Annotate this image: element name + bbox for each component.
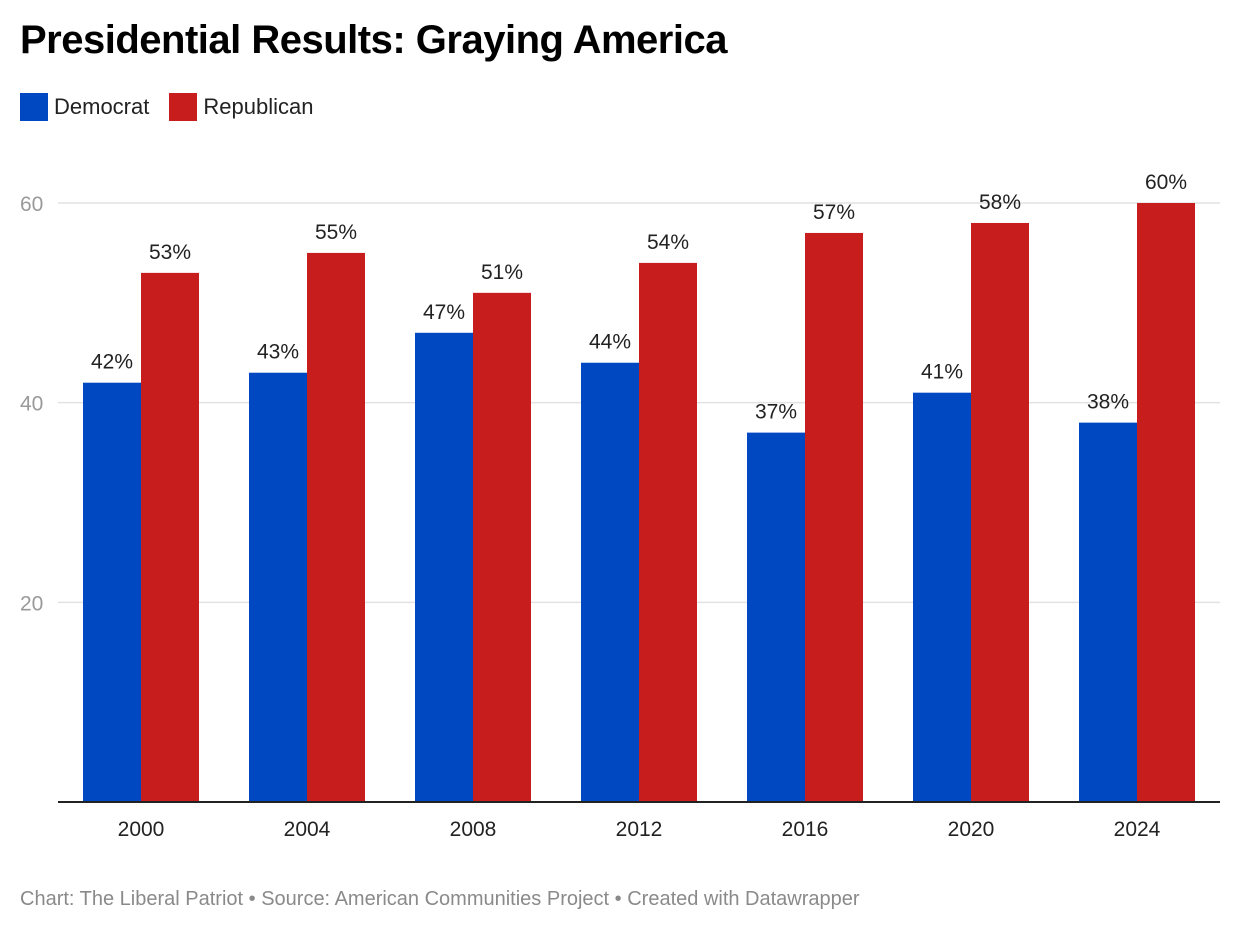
data-label-democrat-2024: 38% bbox=[1087, 391, 1129, 414]
chart-title: Presidential Results: Graying America bbox=[20, 18, 727, 62]
bar-republican-2020 bbox=[971, 222, 1029, 802]
data-label-republican-2012: 54% bbox=[647, 231, 689, 254]
data-label-democrat-2016: 37% bbox=[755, 401, 797, 424]
x-tick-label: 2016 bbox=[782, 818, 829, 841]
footer-credit: Chart: The Liberal Patriot • Source: Ame… bbox=[20, 888, 860, 910]
data-label-democrat-2004: 43% bbox=[257, 341, 299, 364]
x-axis-ticks: 2000 2004 2008 2012 2016 2020 2024 bbox=[118, 818, 1161, 841]
x-tick-label: 2020 bbox=[948, 818, 995, 841]
y-tick-label: 20 bbox=[20, 592, 43, 615]
chart-legend: Democrat Republican bbox=[20, 93, 333, 121]
data-labels: 42% 53% 43% 55% 47% 51% 44% 54% 37% 57% 41% 58% 38% 6… bbox=[91, 171, 1187, 424]
legend-item-republican: Republican bbox=[169, 93, 313, 121]
data-label-democrat-2000: 42% bbox=[91, 351, 133, 374]
bar-democrat-2016 bbox=[747, 432, 805, 802]
x-tick-label: 2012 bbox=[616, 818, 663, 841]
x-tick-label: 2004 bbox=[284, 818, 331, 841]
bar-republican-2024 bbox=[1137, 203, 1195, 802]
bar-republican-2000 bbox=[141, 272, 199, 803]
bar-republican-2008 bbox=[473, 292, 531, 802]
bar-republican-2016 bbox=[805, 232, 863, 802]
bar-democrat-2008 bbox=[415, 332, 473, 802]
data-label-republican-2000: 53% bbox=[149, 241, 191, 264]
bar-democrat-2000 bbox=[83, 382, 141, 802]
y-tick-label: 60 bbox=[20, 193, 43, 216]
bars bbox=[83, 203, 1195, 803]
data-label-democrat-2008: 47% bbox=[423, 301, 465, 324]
y-axis-ticks: 20 40 60 bbox=[20, 193, 43, 615]
data-label-democrat-2020: 41% bbox=[921, 361, 963, 384]
data-label-republican-2004: 55% bbox=[315, 221, 357, 244]
data-label-republican-2016: 57% bbox=[813, 201, 855, 224]
bar-democrat-2020 bbox=[913, 392, 971, 802]
legend-swatch-democrat bbox=[20, 93, 48, 121]
bar-republican-2012 bbox=[639, 262, 697, 802]
data-label-republican-2008: 51% bbox=[481, 261, 523, 284]
data-label-republican-2024: 60% bbox=[1145, 171, 1187, 194]
y-tick-label: 40 bbox=[20, 393, 43, 416]
bar-democrat-2012 bbox=[581, 362, 639, 802]
legend-swatch-republican bbox=[169, 93, 198, 121]
data-label-republican-2020: 58% bbox=[979, 191, 1021, 214]
legend-item-democrat: Democrat bbox=[20, 93, 149, 121]
legend-label-democrat: Democrat bbox=[54, 94, 150, 119]
bar-republican-2004 bbox=[307, 252, 365, 802]
x-tick-label: 2008 bbox=[450, 818, 497, 841]
legend-label-republican: Republican bbox=[203, 94, 314, 119]
x-tick-label: 2000 bbox=[118, 818, 165, 841]
data-label-democrat-2012: 44% bbox=[589, 331, 631, 354]
bar-democrat-2004 bbox=[249, 372, 307, 802]
bar-democrat-2024 bbox=[1079, 422, 1137, 802]
x-tick-label: 2024 bbox=[1114, 818, 1161, 841]
